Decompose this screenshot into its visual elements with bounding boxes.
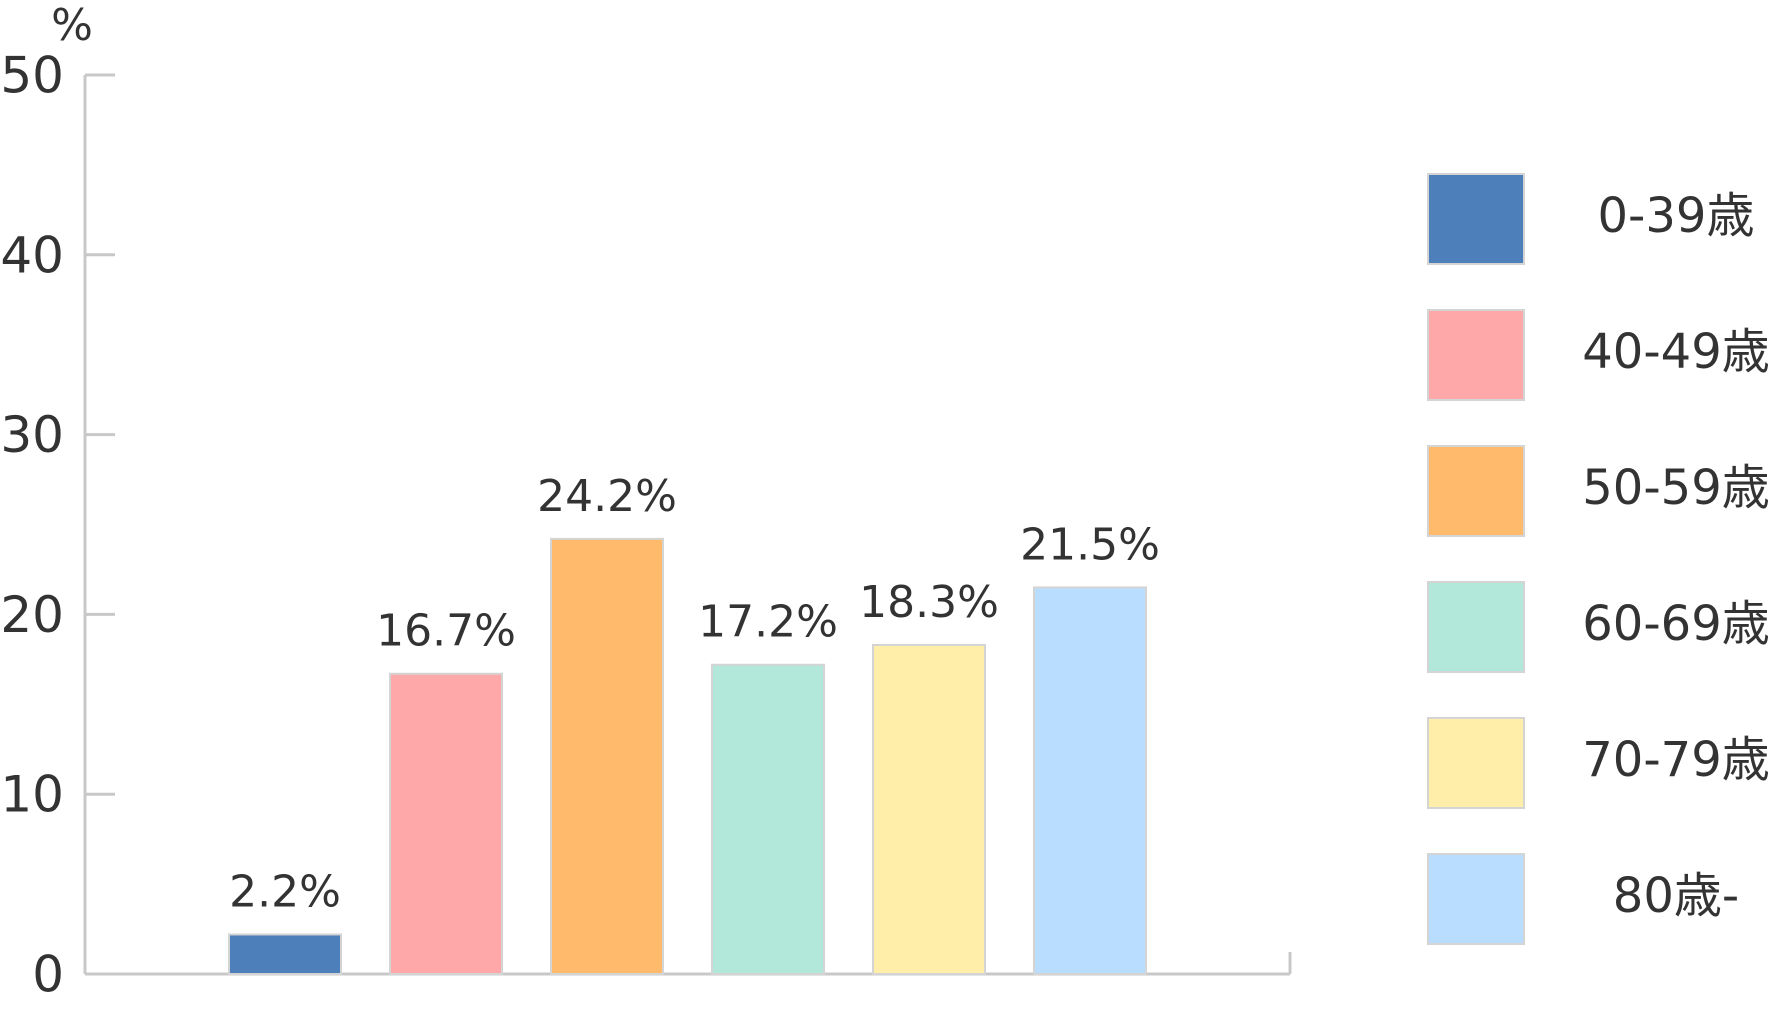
legend-swatch bbox=[1427, 309, 1525, 401]
y-tick-label: 10 bbox=[0, 766, 64, 824]
legend-swatch bbox=[1427, 445, 1525, 537]
legend-swatch bbox=[1427, 717, 1525, 809]
y-tick-label: 20 bbox=[0, 586, 64, 644]
y-unit: % bbox=[51, 0, 93, 51]
value-label: 2.2% bbox=[229, 866, 341, 917]
value-label: 16.7% bbox=[376, 606, 516, 657]
y-tick-label: 40 bbox=[0, 226, 64, 284]
value-label: 18.3% bbox=[859, 577, 999, 628]
bar bbox=[711, 663, 825, 976]
bar bbox=[872, 643, 986, 975]
legend-label: 0-39歳 bbox=[1598, 188, 1755, 244]
bar bbox=[1033, 586, 1147, 975]
y-tick-label: 50 bbox=[0, 47, 64, 105]
bar bbox=[389, 672, 503, 975]
value-label: 21.5% bbox=[1020, 519, 1160, 570]
legend-label: 70-79歳 bbox=[1582, 732, 1769, 788]
legend-swatch bbox=[1427, 173, 1525, 265]
legend-label: 50-59歳 bbox=[1582, 460, 1769, 516]
bar bbox=[550, 537, 664, 975]
value-label: 24.2% bbox=[537, 471, 677, 522]
y-tick-label: 0 bbox=[32, 946, 64, 1004]
y-tick-label: 30 bbox=[0, 406, 64, 464]
bar bbox=[228, 933, 342, 975]
legend-label: 80歳- bbox=[1613, 868, 1739, 924]
legend-swatch bbox=[1427, 581, 1525, 673]
legend-label: 40-49歳 bbox=[1582, 324, 1769, 380]
value-label: 17.2% bbox=[698, 597, 838, 648]
legend-swatch bbox=[1427, 853, 1525, 945]
legend-label: 60-69歳 bbox=[1582, 596, 1769, 652]
